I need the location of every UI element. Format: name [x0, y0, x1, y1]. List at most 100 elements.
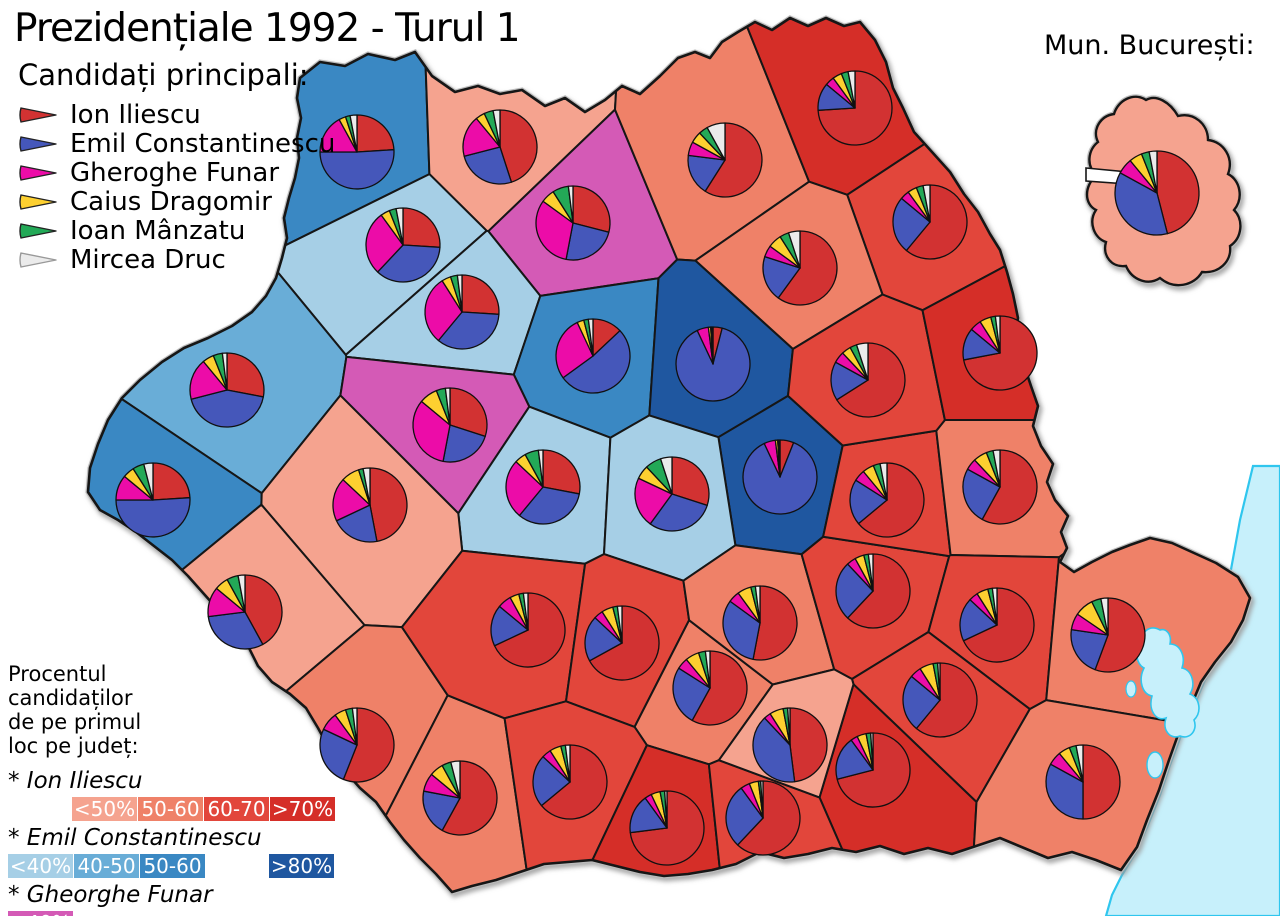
pie-slice-ion-iliescu	[981, 449, 1038, 525]
pie-teleorman	[725, 780, 801, 856]
candidate-label-ion-iliescu: Ion Iliescu	[70, 99, 201, 130]
pie-slice-mircea-druc	[879, 462, 888, 501]
pie-vrancea	[849, 462, 925, 538]
pie-constanta	[1045, 744, 1121, 820]
scale-group-ion-iliescu: * Ion Iliescu <50% 50-60 60-70 >70%	[8, 768, 368, 821]
lagoon-small-south	[1146, 751, 1164, 779]
pie-ialomita	[902, 662, 978, 738]
pie-slice-emil-constantinescu	[687, 154, 726, 192]
pie-galati	[962, 449, 1038, 525]
pie-slice-ion-iliescu	[704, 122, 763, 198]
bucharest-inset-label: Mun. București:	[1044, 30, 1255, 61]
pie-slice-emil-constantinescu	[672, 667, 711, 722]
pie-slice-ion-iliescu	[915, 662, 978, 738]
pie-slice-mircea-druc	[754, 585, 761, 624]
pie-slice-mircea-druc	[450, 760, 461, 799]
pie-slice-mircea-druc	[522, 592, 529, 631]
pie-slice-ion-iliescu	[857, 462, 925, 538]
candidate-color-wedge-icon	[19, 193, 57, 210]
pie-slice-mircea-druc	[395, 207, 404, 246]
pie-slice-mircea-druc	[659, 456, 673, 495]
candidate-color-wedge-icon	[19, 106, 57, 123]
candidate-color-wedge-icon	[19, 222, 57, 239]
pie-slice-emil-constantinescu	[902, 675, 941, 730]
pie-slice-mircea-druc	[778, 439, 781, 478]
pie-slice-ion-iliescu	[226, 352, 265, 398]
page-title: Prezidențiale 1992 - Turul 1	[14, 6, 521, 51]
candidate-color-wedge-icon	[19, 251, 57, 268]
pie-slice-emil-constantinescu	[442, 424, 486, 463]
pie-mehedinti	[422, 760, 498, 836]
pie-slice-gheroghe-funar	[424, 280, 463, 342]
pie-slice-emil-constantinescu	[377, 244, 441, 283]
pie-slice-mircea-druc	[994, 315, 1001, 354]
pie-brasov	[634, 456, 710, 532]
pie-slice-ion-iliescu	[499, 109, 538, 183]
county-pies	[115, 70, 1146, 866]
scale-group-gheorghe-funar: * Gheorghe Funar <40%	[8, 882, 368, 916]
pie-slice-emil-constantinescu	[1045, 763, 1084, 820]
scale-chip-4050: 40-50	[74, 854, 139, 878]
scale-group-label: * Gheorghe Funar	[8, 882, 213, 908]
pie-slice-mircea-druc	[870, 732, 874, 771]
candidate-row-gheroghe-funar: Gheroghe Funar	[18, 158, 335, 187]
pie-slice-ion-iliescu	[691, 650, 748, 726]
pie-slice-emil-constantinescu	[319, 149, 395, 190]
pie-timis	[207, 574, 283, 650]
scale-groups: * Ion Iliescu <50% 50-60 60-70 >70% * Emil Co…	[8, 768, 368, 916]
pie-slice-ion-iliescu	[152, 462, 191, 501]
scale-chip-5060: 50-60	[138, 797, 203, 821]
pie-satu-mare	[319, 114, 395, 190]
candidate-label-caius-dragomir: Caius Dragomir	[70, 186, 272, 217]
candidate-label-mircea-druc: Mircea Druc	[70, 244, 226, 275]
pie-slice-ion-iliescu	[540, 744, 608, 820]
pie-slice-ion-iliescu	[572, 185, 611, 233]
pie-bucuresti	[1114, 150, 1200, 236]
delta-lagoons	[1125, 627, 1200, 779]
pie-slice-mircea-druc	[1075, 744, 1084, 783]
pie-slice-emil-constantinescu	[835, 563, 874, 619]
pie-slice-emil-constantinescu	[335, 504, 378, 543]
pie-arges	[672, 650, 748, 726]
pie-slice-mircea-druc	[711, 326, 714, 365]
pie-slice-mircea-druc	[704, 650, 711, 689]
scale-group-label: * Ion Iliescu	[8, 768, 143, 794]
pie-slice-emil-constantinescu	[762, 255, 801, 299]
pie-slice-ion-iliescu	[777, 230, 838, 306]
pie-braila	[959, 587, 1035, 663]
pie-slice-emil-constantinescu	[1114, 172, 1169, 236]
pie-slice-ion-iliescu	[905, 184, 968, 260]
pie-slice-emil-constantinescu	[463, 146, 513, 185]
pie-slice-mircea-druc	[587, 318, 594, 357]
scale-legend: Procentul candidaților de pe primul loc …	[8, 662, 368, 916]
pie-slice-mircea-druc	[991, 587, 998, 626]
pie-slice-mircea-druc	[237, 574, 246, 613]
pie-slice-emil-constantinescu	[532, 756, 571, 807]
pie-slice-ion-iliescu	[461, 274, 500, 315]
pie-hunedoara	[332, 467, 408, 543]
pie-slice-mircea-druc	[855, 342, 869, 381]
pie-slice-ion-iliescu	[1094, 597, 1146, 673]
pie-slice-mircea-druc	[362, 467, 371, 506]
pie-slice-mircea-druc	[567, 185, 574, 224]
pie-slice-emil-constantinescu	[835, 739, 874, 780]
pie-slice-mircea-druc	[221, 352, 228, 391]
lagoon-razim	[1136, 627, 1200, 738]
pie-slice-emil-constantinescu	[722, 600, 761, 660]
pie-slice-emil-constantinescu	[892, 197, 931, 252]
pie-slice-emil-constantinescu	[115, 497, 191, 538]
pie-slice-ion-iliescu	[789, 707, 828, 783]
candidate-color-wedge-icon	[19, 135, 57, 152]
pie-slice-ion-iliescu	[752, 585, 798, 661]
pie-slice-emil-constantinescu	[319, 728, 358, 781]
pie-slice-mircea-druc	[760, 780, 764, 819]
scale-chip-5060: 50-60	[140, 854, 205, 878]
pie-slice-mircea-druc	[706, 122, 726, 161]
pie-slice-mircea-druc	[349, 114, 358, 153]
pie-bihor	[189, 352, 265, 428]
scale-chip-40: <40%	[8, 854, 73, 878]
pie-slice-emil-constantinescu	[959, 599, 998, 642]
candidates-list: Ion Iliescu Emil Constantinescu Gheroghe F…	[18, 100, 335, 274]
pie-cluj	[424, 274, 500, 350]
